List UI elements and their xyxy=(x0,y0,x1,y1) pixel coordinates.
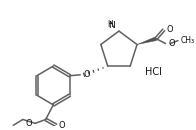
Text: O: O xyxy=(83,70,90,79)
Text: O: O xyxy=(168,39,175,48)
Polygon shape xyxy=(137,37,157,44)
Text: N: N xyxy=(108,21,115,30)
Text: HCl: HCl xyxy=(145,67,162,77)
Text: O: O xyxy=(26,119,32,128)
Text: O: O xyxy=(59,121,66,130)
Text: H: H xyxy=(107,20,113,29)
Text: O: O xyxy=(167,25,173,34)
Text: CH₃: CH₃ xyxy=(181,36,195,45)
